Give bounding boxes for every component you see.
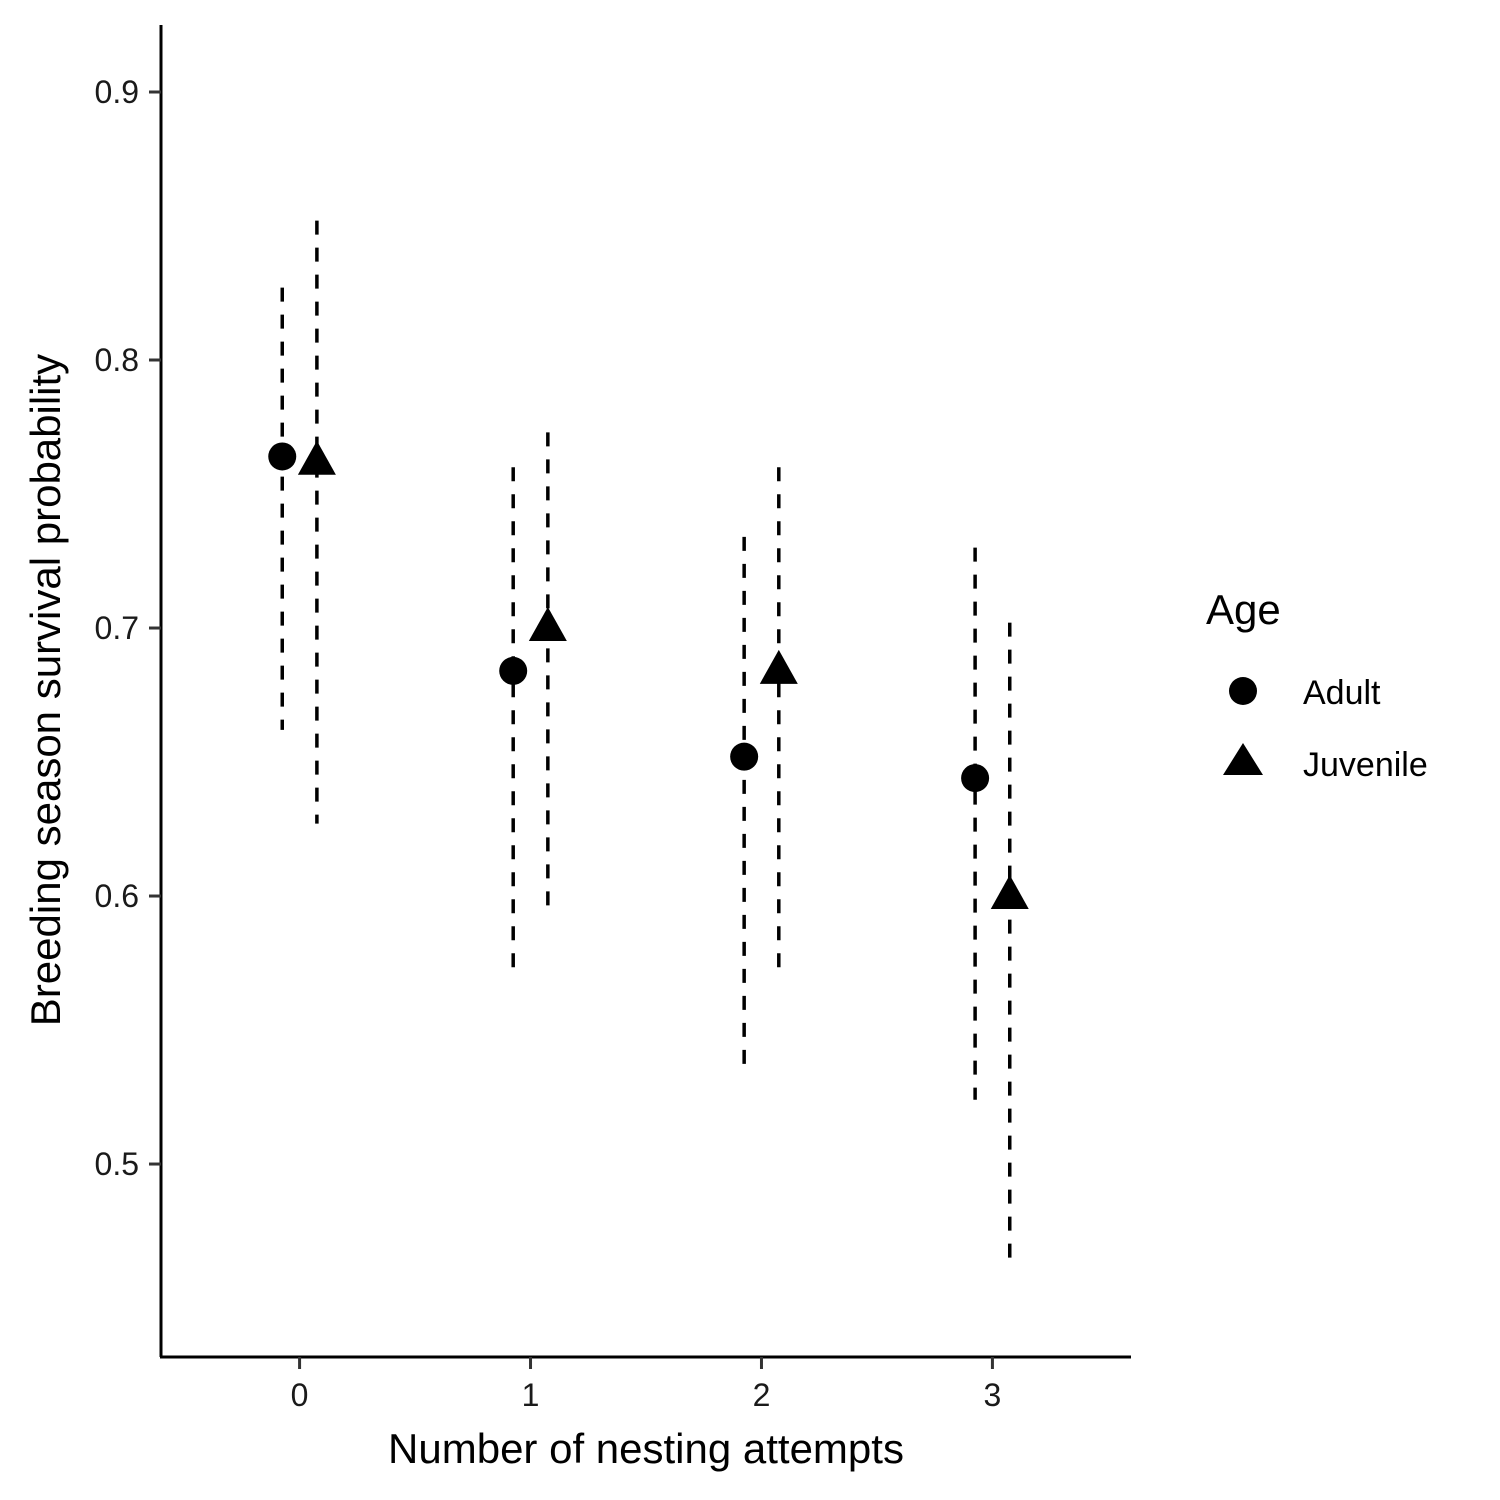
x-tick-label: 3 [984,1377,1002,1413]
y-axis-ticks: 0.5 0.6 0.7 0.8 0.9 [95,74,161,1182]
y-tick-label: 0.7 [95,610,139,646]
legend-label-adult: Adult [1303,674,1381,712]
y-tick-label: 0.6 [95,878,139,914]
x-tick-label: 0 [291,1377,309,1413]
y-tick-label: 0.8 [95,342,139,378]
x-axis-ticks: 0 1 2 3 [291,1357,1002,1413]
point-juvenile [990,874,1029,909]
x-tick-label: 2 [753,1377,771,1413]
point-adult [499,656,528,685]
legend-triangle-icon [1223,743,1263,775]
y-tick-label: 0.5 [95,1146,139,1182]
point-juvenile [759,649,798,684]
point-adult [961,764,990,793]
point-adult [268,442,297,471]
point-juvenile [528,606,567,641]
legend: Age Adult Juvenile [1206,586,1428,784]
data-points [268,440,1029,909]
y-axis-title: Breeding season survival probability [22,354,69,1026]
y-tick-label: 0.9 [95,74,139,110]
x-axis-title: Number of nesting attempts [388,1425,904,1472]
point-adult [730,742,759,771]
error-bars [280,220,1012,1269]
legend-circle-icon [1229,677,1257,705]
legend-label-juvenile: Juvenile [1303,746,1428,784]
x-tick-label: 1 [522,1377,540,1413]
point-juvenile [297,440,336,475]
legend-title: Age [1206,586,1281,633]
